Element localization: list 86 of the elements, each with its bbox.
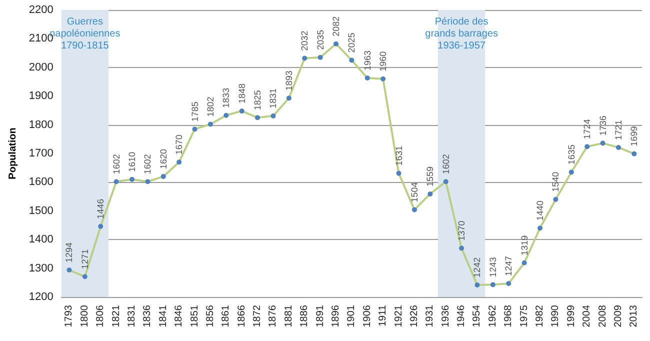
y-tick-label: 2200 [28, 4, 54, 16]
data-label: 1635 [566, 144, 576, 165]
x-tick-label: 2009 [612, 304, 624, 328]
data-label: 1631 [394, 146, 404, 166]
data-label: 1831 [268, 88, 278, 108]
x-tick-label: 1990 [550, 304, 562, 328]
data-label: 1559 [425, 166, 436, 186]
y-tick-label: 1700 [28, 148, 54, 160]
data-label: 1271 [80, 249, 90, 270]
data-label: 1610 [126, 152, 137, 172]
x-tick-label: 1982 [534, 304, 546, 328]
data-label: 1802 [205, 96, 216, 117]
x-tick-label: 1821 [110, 304, 122, 328]
x-tick-label: 1968 [503, 304, 514, 328]
x-tick-label: 1881 [283, 304, 294, 328]
data-label: 1785 [190, 102, 200, 122]
x-tick-label: 1836 [142, 304, 154, 328]
data-label: 1848 [236, 83, 247, 104]
data-label: 1960 [378, 51, 388, 72]
data-label: 1319 [519, 235, 530, 256]
y-tick-label: 1600 [28, 176, 54, 188]
data-label: 1721 [613, 120, 624, 140]
x-tick-label: 1831 [126, 304, 138, 328]
data-label: 1602 [142, 154, 153, 174]
x-tick-label: 1962 [487, 304, 498, 328]
data-label: 1446 [96, 198, 106, 219]
y-tick-label: 2000 [28, 61, 54, 74]
x-tick-label: 1954 [472, 304, 483, 328]
x-tick-label: 1856 [204, 304, 216, 328]
x-tick-label: 1926 [408, 304, 420, 328]
data-label: 1699 [629, 126, 640, 146]
x-tick-label: 1806 [95, 304, 106, 328]
data-label: 1825 [252, 90, 263, 110]
data-label: 1724 [582, 119, 592, 140]
x-tick-label: 1841 [158, 304, 169, 328]
x-tick-label: 1793 [64, 304, 75, 328]
y-tick-label: 1500 [28, 204, 54, 217]
y-tick-label: 1300 [28, 262, 54, 274]
data-label: 1620 [158, 148, 168, 169]
data-label: 2035 [315, 30, 326, 50]
data-label: 1440 [535, 200, 545, 221]
y-tick-label: 1800 [28, 118, 54, 131]
data-label: 2082 [330, 16, 341, 36]
x-tick-label: 1946 [456, 304, 468, 328]
x-tick-label: 1851 [189, 304, 200, 328]
data-label: 1504 [409, 182, 420, 202]
x-tick-label: 1901 [346, 304, 358, 328]
data-label: 1294 [64, 242, 74, 263]
x-tick-label: 2008 [597, 304, 608, 328]
y-tick-label: 1900 [28, 90, 54, 102]
x-tick-label: 1800 [79, 304, 90, 328]
x-tick-label: 1896 [330, 304, 342, 328]
data-label: 1602 [111, 154, 122, 174]
x-tick-label: 1906 [362, 304, 373, 328]
data-label: 1247 [504, 256, 514, 276]
x-tick-label: 1866 [236, 304, 248, 328]
x-tick-label: 2013 [628, 304, 640, 328]
y-axis-title: Population [8, 128, 18, 180]
x-tick-label: 2004 [582, 304, 593, 328]
x-tick-label: 1931 [424, 304, 436, 328]
x-tick-label: 1999 [566, 304, 577, 328]
data-label: 2025 [346, 32, 357, 53]
x-tick-label: 1886 [299, 304, 310, 328]
x-tick-label: 1936 [440, 304, 452, 328]
data-label: 1370 [456, 220, 467, 241]
data-label: 1736 [598, 116, 608, 136]
data-label: 1833 [221, 88, 232, 108]
y-tick-label: 1200 [28, 291, 54, 303]
data-label: 1670 [174, 134, 184, 155]
x-tick-label: 1872 [252, 304, 264, 328]
band-label: Période des grands barrages 1936-1957 [425, 16, 498, 52]
x-tick-label: 1876 [268, 304, 279, 328]
data-label: 1893 [284, 70, 294, 91]
x-tick-label: 1891 [314, 304, 326, 328]
x-tick-label: 1975 [518, 304, 530, 328]
data-label: 1540 [550, 172, 561, 192]
data-label: 1963 [362, 50, 372, 71]
data-label: 1602 [440, 154, 451, 174]
data-label: 2032 [300, 30, 310, 51]
x-tick-label: 1911 [378, 304, 389, 327]
data-label: 1242 [472, 257, 482, 278]
y-tick-label: 1400 [28, 234, 54, 246]
x-tick-label: 1846 [174, 304, 185, 328]
x-tick-label: 1861 [220, 304, 232, 328]
x-tick-label: 1921 [393, 304, 404, 328]
data-label: 1243 [488, 257, 498, 278]
